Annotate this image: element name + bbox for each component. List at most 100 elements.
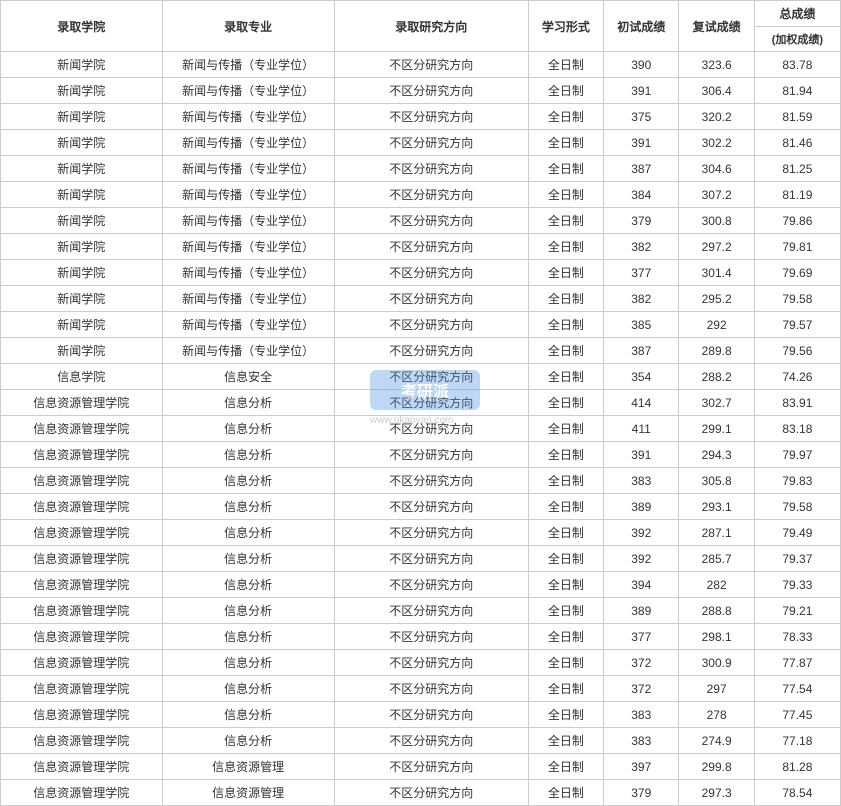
cell-college: 新闻学院 — [1, 286, 163, 312]
cell-total: 79.49 — [754, 520, 840, 546]
cell-mode: 全日制 — [528, 546, 603, 572]
cell-total: 79.37 — [754, 546, 840, 572]
cell-college: 信息学院 — [1, 364, 163, 390]
cell-score2: 297.2 — [679, 234, 754, 260]
cell-direction: 不区分研究方向 — [334, 624, 528, 650]
cell-score1: 390 — [604, 52, 679, 78]
cell-mode: 全日制 — [528, 182, 603, 208]
cell-score2: 288.2 — [679, 364, 754, 390]
cell-college: 信息资源管理学院 — [1, 468, 163, 494]
cell-score2: 295.2 — [679, 286, 754, 312]
cell-mode: 全日制 — [528, 468, 603, 494]
table-row: 新闻学院新闻与传播（专业学位）不区分研究方向全日制382297.279.81 — [1, 234, 841, 260]
header-mode: 学习形式 — [528, 1, 603, 52]
cell-college: 新闻学院 — [1, 182, 163, 208]
cell-college: 信息资源管理学院 — [1, 598, 163, 624]
cell-college: 新闻学院 — [1, 78, 163, 104]
cell-total: 79.57 — [754, 312, 840, 338]
table-row: 新闻学院新闻与传播（专业学位）不区分研究方向全日制387304.681.25 — [1, 156, 841, 182]
cell-score2: 278 — [679, 702, 754, 728]
cell-major: 信息分析 — [162, 494, 334, 520]
table-row: 信息资源管理学院信息分析不区分研究方向全日制392287.179.49 — [1, 520, 841, 546]
cell-major: 新闻与传播（专业学位） — [162, 234, 334, 260]
cell-direction: 不区分研究方向 — [334, 156, 528, 182]
cell-college: 信息资源管理学院 — [1, 442, 163, 468]
cell-mode: 全日制 — [528, 676, 603, 702]
cell-major: 信息分析 — [162, 416, 334, 442]
cell-score1: 411 — [604, 416, 679, 442]
cell-mode: 全日制 — [528, 260, 603, 286]
cell-direction: 不区分研究方向 — [334, 520, 528, 546]
cell-mode: 全日制 — [528, 442, 603, 468]
table-row: 新闻学院新闻与传播（专业学位）不区分研究方向全日制375320.281.59 — [1, 104, 841, 130]
table-row: 新闻学院新闻与传播（专业学位）不区分研究方向全日制38529279.57 — [1, 312, 841, 338]
cell-college: 信息资源管理学院 — [1, 494, 163, 520]
cell-total: 79.58 — [754, 286, 840, 312]
header-college: 录取学院 — [1, 1, 163, 52]
header-row: 录取学院 录取专业 录取研究方向 学习形式 初试成绩 复试成绩 总成绩 — [1, 1, 841, 27]
cell-major: 新闻与传播（专业学位） — [162, 338, 334, 364]
cell-score2: 307.2 — [679, 182, 754, 208]
cell-score1: 389 — [604, 494, 679, 520]
table-row: 信息资源管理学院信息资源管理不区分研究方向全日制397299.881.28 — [1, 754, 841, 780]
cell-score1: 384 — [604, 182, 679, 208]
cell-total: 78.54 — [754, 780, 840, 806]
cell-college: 信息资源管理学院 — [1, 572, 163, 598]
cell-direction: 不区分研究方向 — [334, 702, 528, 728]
cell-major: 信息分析 — [162, 468, 334, 494]
cell-score1: 391 — [604, 78, 679, 104]
cell-major: 信息分析 — [162, 442, 334, 468]
cell-score2: 300.8 — [679, 208, 754, 234]
cell-total: 83.91 — [754, 390, 840, 416]
cell-direction: 不区分研究方向 — [334, 104, 528, 130]
cell-direction: 不区分研究方向 — [334, 676, 528, 702]
cell-score1: 379 — [604, 780, 679, 806]
cell-total: 81.28 — [754, 754, 840, 780]
cell-direction: 不区分研究方向 — [334, 364, 528, 390]
cell-major: 新闻与传播（专业学位） — [162, 104, 334, 130]
table-row: 信息资源管理学院信息分析不区分研究方向全日制414302.783.91 — [1, 390, 841, 416]
cell-major: 信息资源管理 — [162, 754, 334, 780]
cell-direction: 不区分研究方向 — [334, 52, 528, 78]
cell-major: 信息分析 — [162, 572, 334, 598]
table-row: 信息资源管理学院信息分析不区分研究方向全日制37229777.54 — [1, 676, 841, 702]
table-body: 新闻学院新闻与传播（专业学位）不区分研究方向全日制390323.683.78新闻… — [1, 52, 841, 806]
cell-mode: 全日制 — [528, 702, 603, 728]
cell-score1: 394 — [604, 572, 679, 598]
cell-college: 信息资源管理学院 — [1, 520, 163, 546]
cell-score2: 285.7 — [679, 546, 754, 572]
cell-major: 信息分析 — [162, 728, 334, 754]
cell-college: 新闻学院 — [1, 52, 163, 78]
cell-score1: 391 — [604, 442, 679, 468]
cell-score1: 383 — [604, 468, 679, 494]
cell-score1: 383 — [604, 702, 679, 728]
table-row: 新闻学院新闻与传播（专业学位）不区分研究方向全日制379300.879.86 — [1, 208, 841, 234]
cell-direction: 不区分研究方向 — [334, 130, 528, 156]
cell-score2: 320.2 — [679, 104, 754, 130]
cell-direction: 不区分研究方向 — [334, 780, 528, 806]
table-row: 信息资源管理学院信息分析不区分研究方向全日制389288.879.21 — [1, 598, 841, 624]
cell-score2: 300.9 — [679, 650, 754, 676]
admission-table: 录取学院 录取专业 录取研究方向 学习形式 初试成绩 复试成绩 总成绩 (加权成… — [0, 0, 841, 806]
cell-score2: 306.4 — [679, 78, 754, 104]
cell-score1: 354 — [604, 364, 679, 390]
cell-major: 新闻与传播（专业学位） — [162, 208, 334, 234]
cell-direction: 不区分研究方向 — [334, 78, 528, 104]
cell-major: 信息分析 — [162, 390, 334, 416]
cell-direction: 不区分研究方向 — [334, 442, 528, 468]
cell-direction: 不区分研究方向 — [334, 650, 528, 676]
cell-total: 79.56 — [754, 338, 840, 364]
cell-direction: 不区分研究方向 — [334, 312, 528, 338]
cell-mode: 全日制 — [528, 624, 603, 650]
cell-college: 新闻学院 — [1, 130, 163, 156]
cell-college: 新闻学院 — [1, 104, 163, 130]
cell-score2: 302.7 — [679, 390, 754, 416]
cell-total: 83.18 — [754, 416, 840, 442]
cell-score2: 288.8 — [679, 598, 754, 624]
cell-direction: 不区分研究方向 — [334, 286, 528, 312]
cell-score2: 302.2 — [679, 130, 754, 156]
table-row: 信息资源管理学院信息分析不区分研究方向全日制38327877.45 — [1, 702, 841, 728]
table-row: 信息学院信息安全不区分研究方向全日制354288.274.26 — [1, 364, 841, 390]
cell-college: 信息资源管理学院 — [1, 754, 163, 780]
cell-college: 新闻学院 — [1, 260, 163, 286]
